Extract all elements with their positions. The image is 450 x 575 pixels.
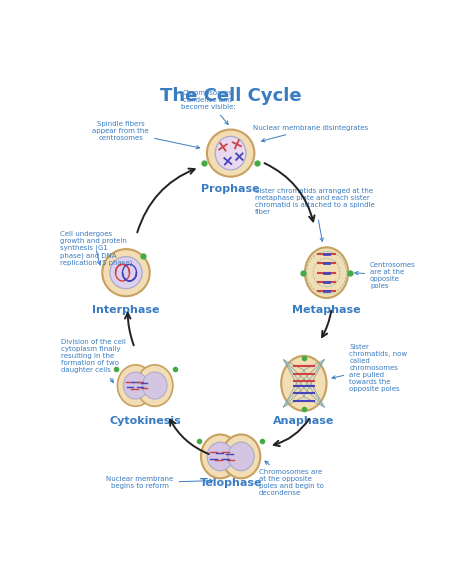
Ellipse shape (281, 356, 327, 411)
Text: Chromosomes
condense and
become visible:: Chromosomes condense and become visible: (180, 90, 235, 124)
Ellipse shape (137, 365, 173, 407)
Text: Anaphase: Anaphase (273, 416, 334, 426)
Ellipse shape (222, 435, 260, 478)
Ellipse shape (305, 247, 348, 298)
Text: Metaphase: Metaphase (292, 305, 361, 315)
Text: Sister chromatids arranged at the
metaphase plate and each sister
chromatid is a: Sister chromatids arranged at the metaph… (255, 187, 375, 242)
Text: Spindle fibers
appear from the
centrosomes: Spindle fibers appear from the centrosom… (92, 121, 200, 149)
Ellipse shape (215, 136, 246, 170)
Text: Chromosomes are
at the opposite
poles and begin to
decondense: Chromosomes are at the opposite poles an… (258, 461, 324, 496)
Text: Centrosomes
are at the
opposite
poles: Centrosomes are at the opposite poles (355, 262, 416, 289)
Ellipse shape (117, 365, 154, 407)
Text: Cytokinesis: Cytokinesis (109, 416, 181, 426)
Text: Interphase: Interphase (92, 305, 160, 315)
Text: Nuclear membrane disintegrates: Nuclear membrane disintegrates (253, 125, 369, 142)
Ellipse shape (123, 372, 148, 399)
Ellipse shape (207, 442, 233, 471)
Ellipse shape (228, 442, 254, 471)
Ellipse shape (207, 129, 254, 177)
Text: Cell undergoes
growth and protein
synthesis (G1
phase) and DNA
replication (S ph: Cell undergoes growth and protein synthe… (60, 231, 132, 266)
Text: The Cell Cycle: The Cell Cycle (160, 87, 302, 105)
Ellipse shape (143, 372, 167, 399)
Text: Nuclear membrane
begins to reform: Nuclear membrane begins to reform (106, 476, 213, 489)
Ellipse shape (102, 249, 150, 296)
Ellipse shape (201, 435, 239, 478)
Text: Sister
chromatids, now
called
chromosomes
are pulled
towards the
opposite poles: Sister chromatids, now called chromosome… (332, 343, 407, 392)
Ellipse shape (110, 256, 142, 289)
Text: Prophase: Prophase (201, 183, 260, 194)
Text: Division of the cell
cytoplasm finally
resulting in the
formation of two
daughte: Division of the cell cytoplasm finally r… (62, 339, 126, 382)
Text: Telophase: Telophase (199, 478, 262, 488)
